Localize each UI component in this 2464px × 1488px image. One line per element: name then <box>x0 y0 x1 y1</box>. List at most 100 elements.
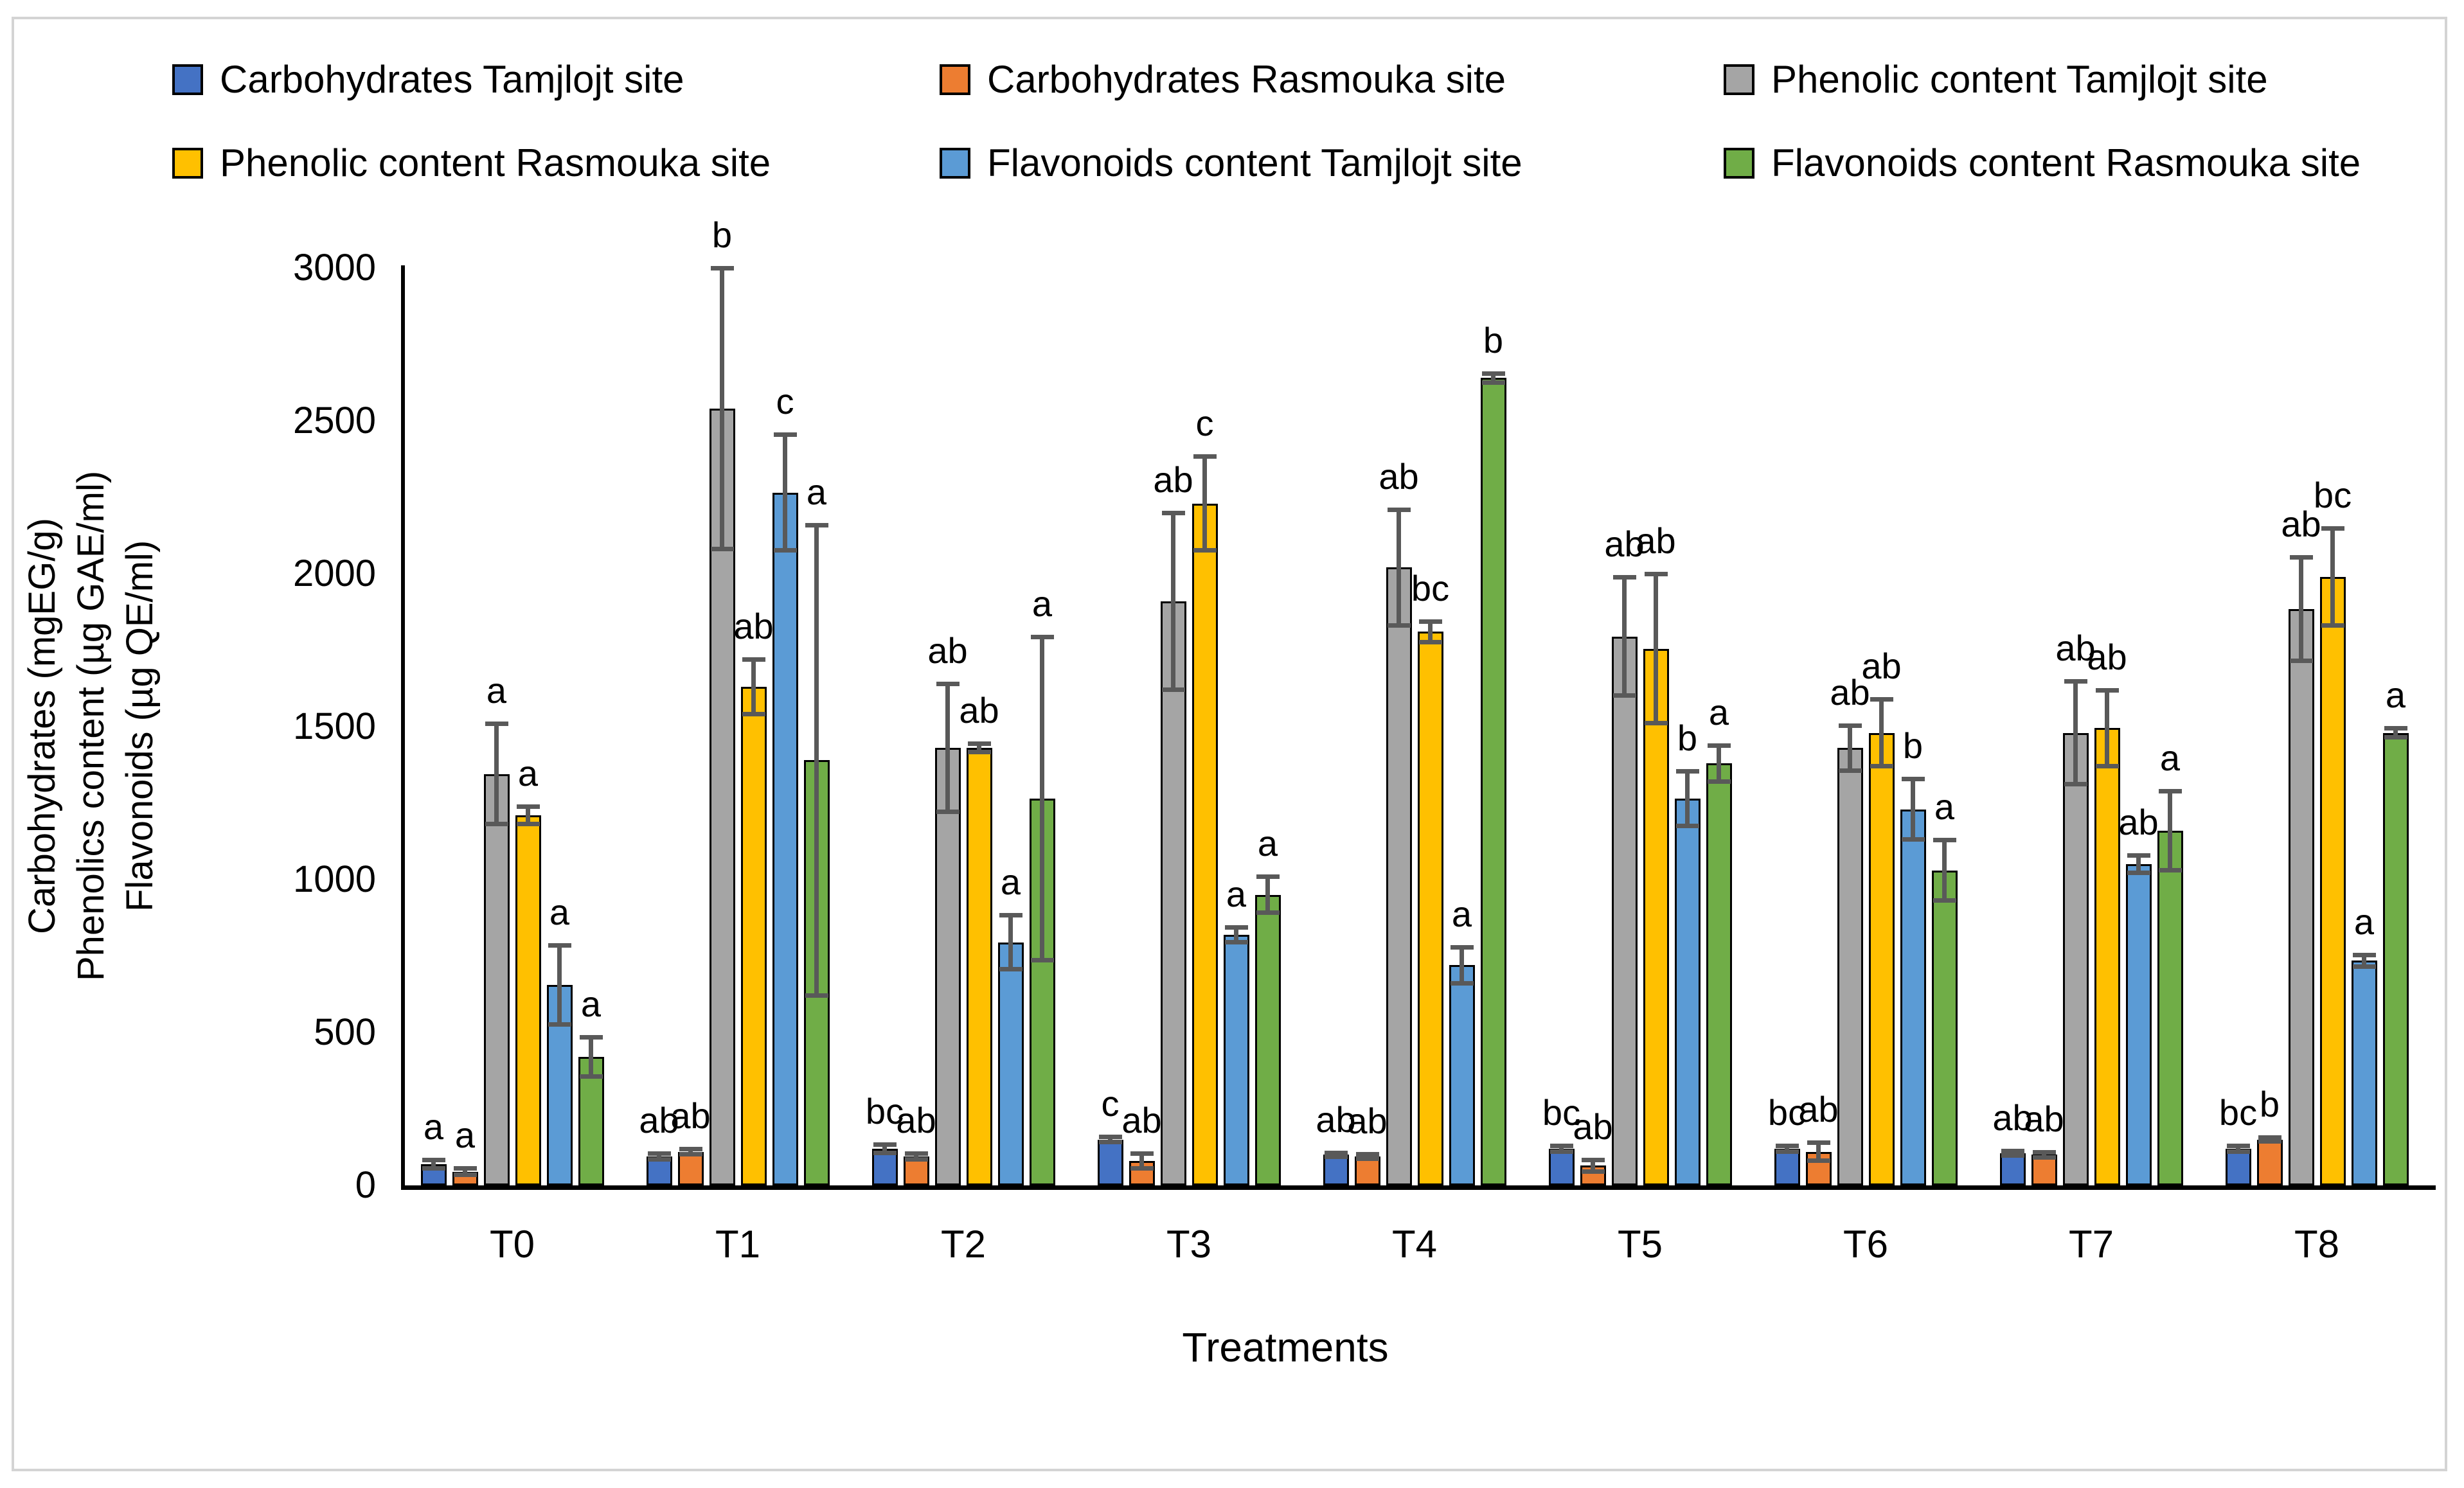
x-tick-label: T7 <box>2068 1223 2114 1266</box>
x-tick-label: T6 <box>1843 1223 1889 1266</box>
error-bar-cap <box>936 682 960 687</box>
error-bar-cap <box>2384 726 2407 731</box>
error-bar-cap <box>579 1035 603 1040</box>
error-bar-cap <box>647 1156 671 1162</box>
bar <box>2351 961 2377 1185</box>
sig-letter: b <box>1902 725 1924 766</box>
bar <box>483 774 510 1185</box>
error-bar-cap <box>1161 687 1185 692</box>
error-bar-cap <box>1901 837 1925 842</box>
sig-letter: a <box>549 892 570 933</box>
error-bar-cap <box>1901 776 1925 781</box>
error-bar-cap <box>1807 1140 1830 1146</box>
legend-swatch-icon <box>172 148 203 179</box>
error-bar <box>657 1153 661 1160</box>
bar <box>2382 732 2409 1185</box>
error-bar-cap <box>2321 526 2344 531</box>
sig-letter: b <box>1483 320 1504 361</box>
x-tick-label: T1 <box>715 1223 761 1266</box>
error-bar-cap <box>967 741 991 747</box>
y-axis-title-line: Flavonoids (µg QE/ml) <box>119 540 161 912</box>
error-bar-cap <box>2032 1149 2056 1155</box>
error-bar-cap <box>2352 952 2376 957</box>
bar <box>934 748 961 1185</box>
bar <box>2256 1139 2283 1185</box>
error-bar <box>431 1159 436 1169</box>
error-bar-cap <box>2127 853 2150 858</box>
error-bar-cap <box>773 432 797 438</box>
error-bar <box>1559 1146 1564 1152</box>
sig-letter: ab <box>1861 646 1902 687</box>
error-bar-cap <box>647 1151 671 1156</box>
bar <box>1674 798 1701 1185</box>
y-tick-label: 500 <box>314 1011 376 1053</box>
x-tick-label: T0 <box>489 1223 535 1266</box>
error-bar <box>1717 745 1721 782</box>
bar <box>772 492 798 1185</box>
sig-letter: ab <box>927 630 968 671</box>
error-bar-cap <box>1581 1157 1605 1162</box>
error-bar-cap <box>1933 838 1956 843</box>
error-bar <box>1879 699 1884 766</box>
error-bar-cap <box>2289 658 2313 663</box>
error-bar-cap <box>485 822 508 827</box>
error-bar-cap <box>742 711 765 716</box>
error-bar-cap <box>2258 1139 2281 1144</box>
sig-letter: a <box>1708 691 1729 732</box>
sig-letter: a <box>423 1106 444 1147</box>
sig-letter: a <box>2353 901 2375 942</box>
x-tick-label: T5 <box>1617 1223 1663 1266</box>
error-bar <box>914 1153 918 1160</box>
error-bar <box>2168 790 2172 871</box>
error-bar-cap <box>2032 1155 2056 1160</box>
error-bar-cap <box>1581 1169 1605 1174</box>
error-bar <box>1202 456 1207 551</box>
error-bar-cap <box>1387 623 1411 628</box>
error-bar-cap <box>1324 1150 1348 1155</box>
error-bar-cap <box>1481 380 1505 385</box>
error-bar-cap <box>1418 619 1442 624</box>
sig-letter: a <box>2385 675 2406 716</box>
sig-letter: a <box>1934 786 1955 828</box>
error-bar <box>2330 527 2335 626</box>
legend-item: Flavonoids content Tamjlojt site <box>940 144 1522 182</box>
error-bar <box>2105 689 2109 766</box>
error-bar <box>945 684 950 813</box>
error-bar-cap <box>1256 910 1280 916</box>
error-bar-cap <box>2321 623 2344 628</box>
error-bar <box>1008 914 1013 970</box>
error-bar-cap <box>1644 721 1668 726</box>
bar <box>1706 763 1732 1185</box>
error-bar-cap <box>1418 640 1442 645</box>
legend-label: Phenolic content Rasmouka site <box>220 141 771 184</box>
sig-letter: ab <box>2281 503 2321 544</box>
bar <box>2288 608 2314 1185</box>
error-bar-cap <box>1224 939 1248 944</box>
error-bar <box>1942 840 1947 901</box>
error-bar-cap <box>1193 454 1217 459</box>
legend-label: Flavonoids content Rasmouka site <box>1771 141 2361 184</box>
error-bar <box>1265 876 1270 914</box>
bar <box>1480 378 1506 1185</box>
error-bar-cap <box>485 722 508 727</box>
error-bar-cap <box>1030 634 1054 639</box>
error-bar <box>1040 636 1044 961</box>
error-bar <box>1108 1136 1112 1143</box>
sig-letter: ab <box>1153 459 1193 500</box>
error-bar-cap <box>579 1074 603 1079</box>
y-tick-label: 0 <box>355 1164 376 1206</box>
bar <box>1611 636 1638 1185</box>
error-bar <box>1171 512 1175 690</box>
sig-letter: a <box>1226 873 1247 914</box>
error-bar <box>2042 1151 2046 1158</box>
error-bar <box>977 743 981 753</box>
sig-letter: a <box>2159 737 2181 778</box>
error-bar <box>1460 946 1464 984</box>
bar <box>740 687 767 1185</box>
error-bar-cap <box>710 546 734 551</box>
sig-letter: ab <box>2118 801 2159 842</box>
bar <box>1548 1148 1575 1185</box>
sig-letter: ab <box>1316 1099 1356 1140</box>
error-bar <box>783 434 787 551</box>
error-bar-cap <box>1224 925 1248 930</box>
